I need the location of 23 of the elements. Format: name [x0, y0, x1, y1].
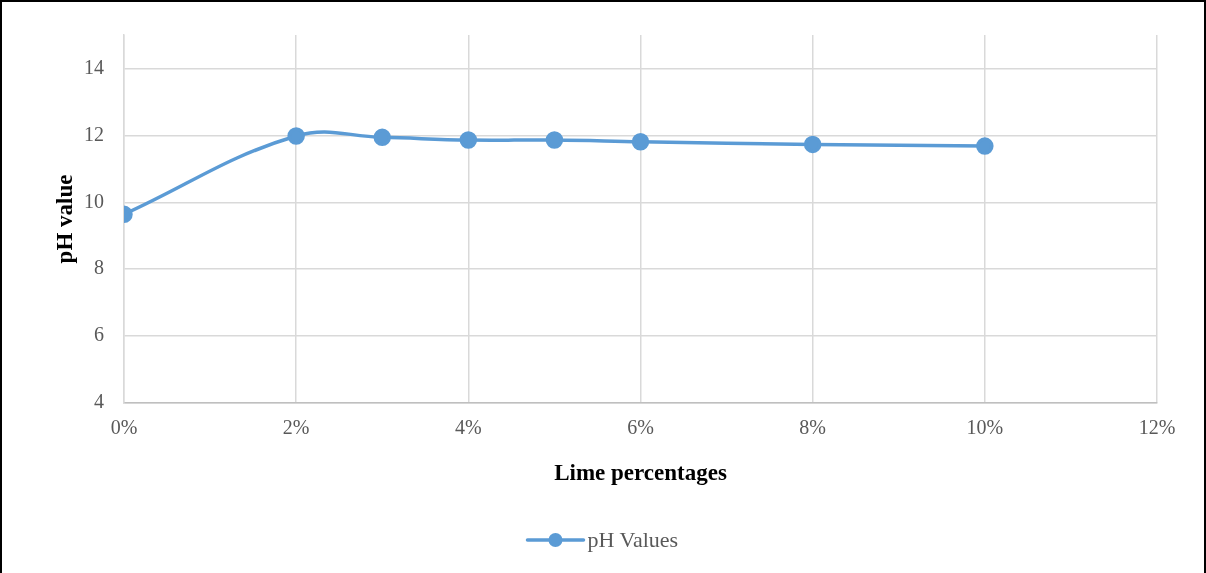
y-tick-label: 8 [94, 256, 104, 279]
y-tick-label: 10 [84, 189, 104, 212]
x-tick-label: 0% [110, 416, 138, 439]
point [803, 135, 822, 154]
x-tick-label: 8% [799, 416, 826, 439]
y-tick-label: 12 [84, 122, 104, 145]
x-tick-label: 2% [282, 416, 310, 439]
y-tick-label: 14 [84, 55, 104, 78]
y-tick-label: 6 [94, 323, 104, 346]
y-tick-label: 4 [94, 390, 104, 413]
x-tick-label: 6% [627, 416, 654, 439]
x-axis-title: Lime percentages [554, 460, 727, 486]
point [459, 131, 478, 149]
x-tick-label: 12% [1138, 416, 1176, 439]
point [976, 137, 994, 155]
point [373, 128, 391, 147]
x-tick-label: 4% [455, 416, 482, 439]
legend-label: pH Values [587, 526, 679, 552]
point [545, 131, 564, 149]
x-tick-label: 10% [966, 416, 1004, 439]
y-axis-title: pH value [51, 174, 77, 264]
point [287, 127, 305, 145]
point [631, 132, 650, 151]
